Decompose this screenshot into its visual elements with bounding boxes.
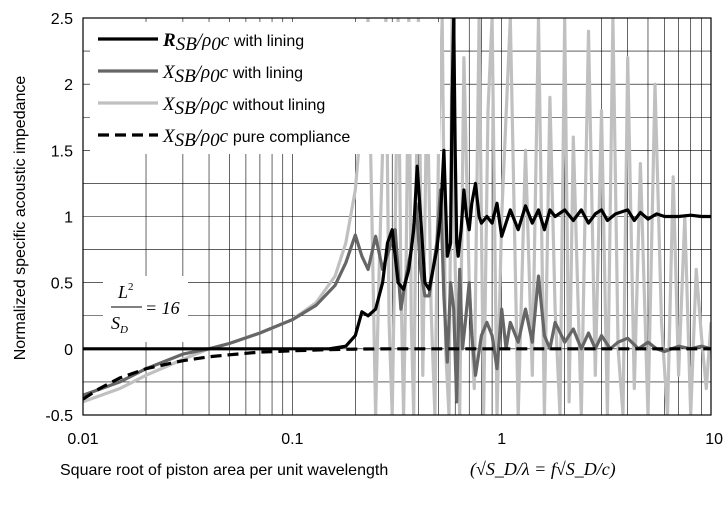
- y-tick-label: 0.5: [51, 276, 73, 293]
- annotation-value: = 16: [145, 298, 180, 318]
- y-tick-label: 2: [64, 77, 73, 94]
- x-tick-label: 0.1: [281, 431, 303, 448]
- x-axis-formula: (√S_D/λ = f√S_D/c): [470, 459, 616, 480]
- x-tick-label: 1: [497, 431, 506, 448]
- legend: RSB/ρ0c with lining XSB/ρ0c with lining XS…: [90, 22, 440, 154]
- x-axis-title: Square root of piston area per unit wave…: [60, 462, 388, 479]
- legend-label-1: XSB/ρ0c with lining: [162, 62, 303, 87]
- y-tick-label: 1: [64, 210, 73, 227]
- annotation-denominator: SD: [111, 313, 128, 336]
- y-axis-title: Normalized specific acoustic impedance: [12, 76, 29, 361]
- ratio-annotation: L2 SD = 16: [103, 276, 188, 342]
- annotation-numerator: L2: [117, 281, 134, 302]
- tick-labels: -0.5 0 0.5 1 1.5 2 2.5 0.01 0.1 1 10: [45, 11, 723, 448]
- legend-label-0: RSB/ρ0c with lining: [162, 30, 304, 55]
- y-tick-label: 1.5: [51, 143, 73, 160]
- plot-frame: [82, 17, 712, 416]
- legend-label-2: XSB/ρ0c without lining: [162, 94, 325, 119]
- series-line-1: [83, 188, 711, 404]
- legend-label-3: XSB/ρ0c pure compliance: [162, 126, 350, 151]
- y-tick-label: -0.5: [45, 408, 73, 425]
- x-tick-label: 0.01: [67, 431, 98, 448]
- series-line-0: [83, 18, 711, 351]
- y-tick-label: 0: [64, 342, 73, 359]
- x-tick-label: 10: [705, 431, 723, 448]
- y-tick-label: 2.5: [51, 11, 73, 28]
- legend-box: [90, 22, 440, 154]
- series-line-3: [83, 347, 711, 401]
